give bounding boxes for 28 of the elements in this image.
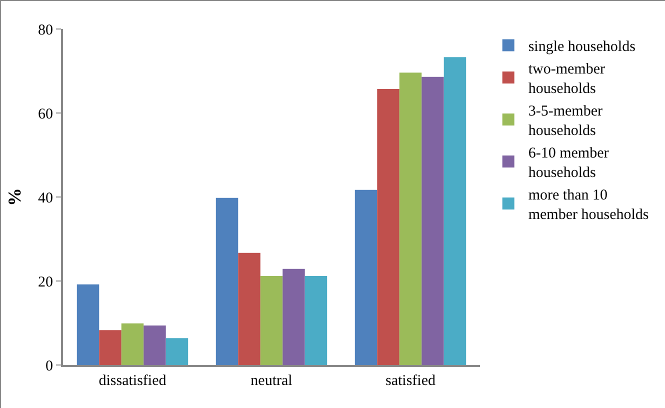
- bar: [144, 326, 166, 365]
- y-tick-label: 80: [38, 22, 53, 38]
- bar: [282, 268, 305, 365]
- x-tick-label: dissatisfied: [98, 373, 167, 389]
- bar: [377, 89, 400, 365]
- bar: [422, 76, 444, 365]
- bar: [216, 198, 238, 365]
- legend-label: single households: [528, 39, 636, 56]
- bar: [76, 284, 100, 365]
- bar: [260, 276, 283, 365]
- legend-label: more than 10 member households: [528, 188, 649, 224]
- bar: [166, 338, 188, 365]
- legend-label: 3-5-member households: [528, 104, 602, 140]
- y-tick-label: 60: [38, 106, 53, 122]
- legend-label: two-member households: [528, 62, 605, 98]
- bar: [238, 252, 260, 365]
- bar: [399, 72, 422, 365]
- bar: [354, 190, 378, 365]
- y-tick-label: 20: [38, 274, 53, 290]
- x-tick-label: neutral: [250, 373, 292, 389]
- bar: [121, 323, 144, 365]
- y-tick-label: 40: [38, 190, 53, 206]
- bar: [304, 276, 328, 365]
- bar: [99, 330, 122, 365]
- y-axis-title: %: [4, 188, 25, 206]
- x-tick-label: satisfied: [386, 373, 436, 389]
- y-tick-label: 0: [46, 358, 53, 374]
- bar: [444, 57, 466, 365]
